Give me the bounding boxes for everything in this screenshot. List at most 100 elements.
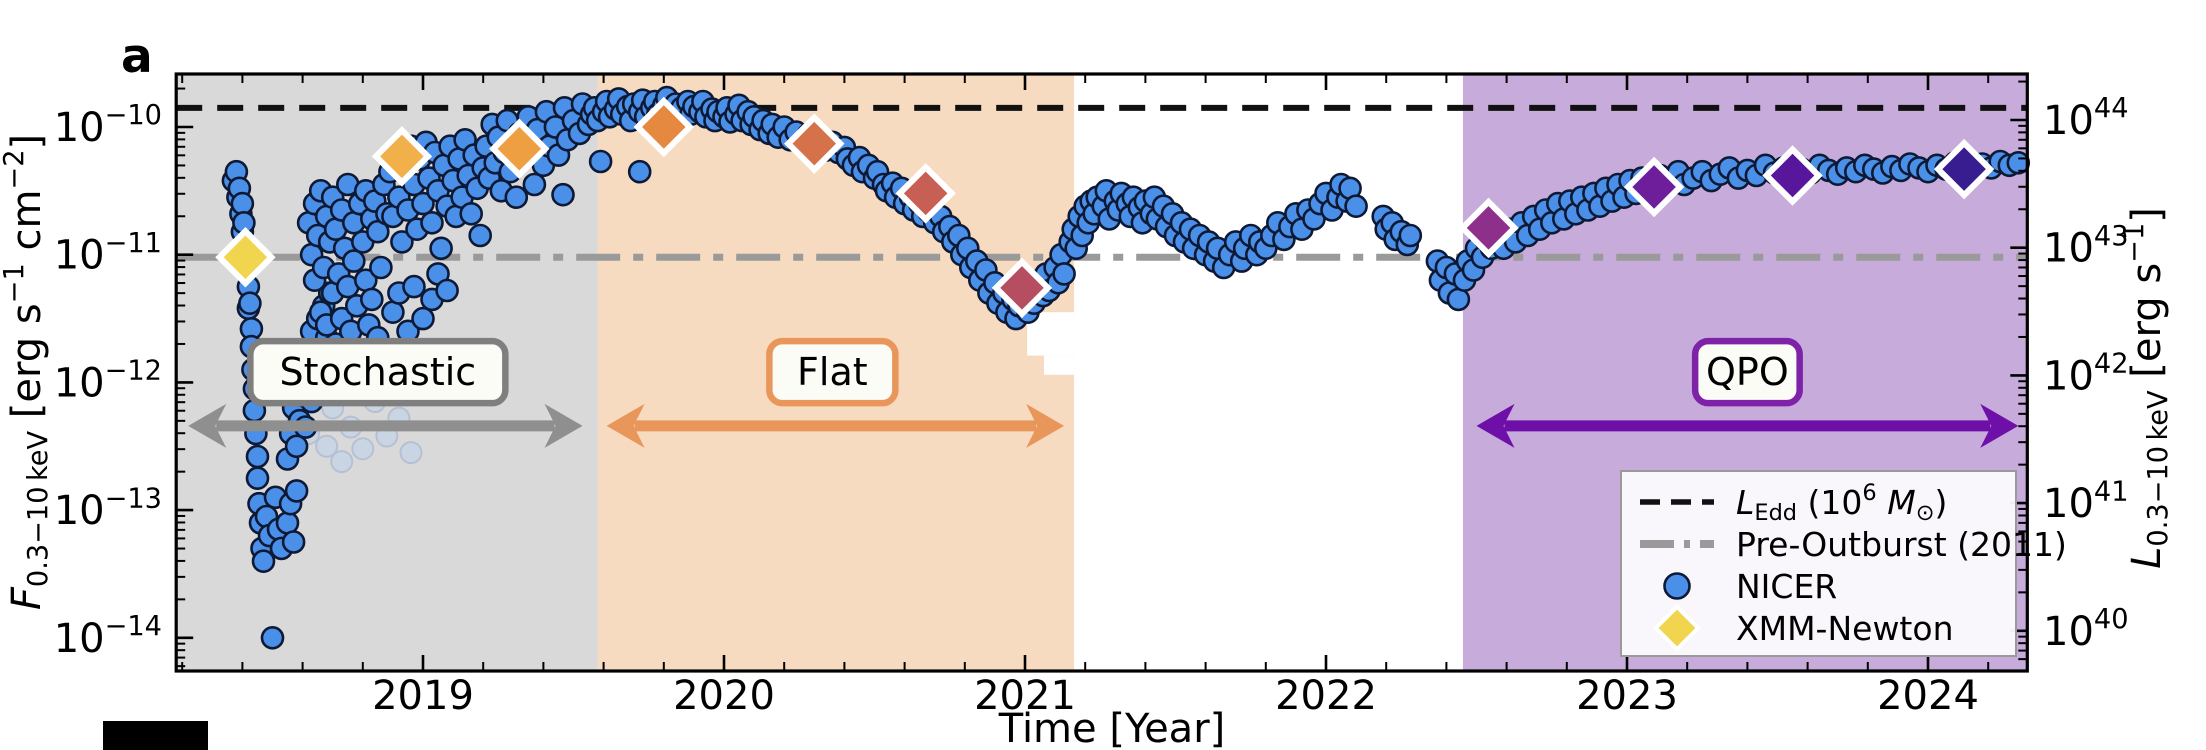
nicer-point xyxy=(275,511,300,535)
nicer-point xyxy=(390,230,414,254)
nicer-point xyxy=(260,625,285,650)
legend-label: XMM-Newton xyxy=(1736,609,1953,648)
y-right-tick-label: 1040 xyxy=(2043,604,2129,655)
xmm-point xyxy=(991,257,1053,319)
legend-item-1: LEdd (106 M⊙) xyxy=(1640,480,1947,526)
nicer-point xyxy=(1052,262,1076,286)
nicer-point xyxy=(411,306,435,331)
y-right-tick-label: 1041 xyxy=(2043,476,2129,527)
nicer-point xyxy=(369,255,393,280)
nicer-point xyxy=(1398,223,1423,248)
flat-arrow-head-right xyxy=(1026,403,1065,448)
nicer-faint-point xyxy=(315,434,339,458)
nicer-point xyxy=(411,191,435,216)
nicer-point xyxy=(551,182,575,207)
xmm-points xyxy=(215,96,1995,319)
qpo-label-box xyxy=(1691,337,1803,407)
y-left-tick-label: 10−14 xyxy=(54,611,162,662)
nicer-faint-point xyxy=(351,437,375,461)
nicer-point xyxy=(468,223,493,248)
y-right-tick-label: 1043 xyxy=(2043,221,2129,272)
qpo-arrow xyxy=(1476,403,2019,448)
nicer-point xyxy=(284,479,309,503)
nicer-point xyxy=(281,530,306,554)
x-tick-label: 2024 xyxy=(1877,673,1979,719)
xmm-point xyxy=(215,227,276,288)
nicer-faint-point xyxy=(399,441,423,465)
legend-diamond-sample xyxy=(1652,603,1702,653)
nicer-points xyxy=(221,85,2031,650)
xmm-point xyxy=(1458,197,1519,259)
axes: 2019 2020 2021 2022 2023 2024 10−10 10−11 10−12 1… xyxy=(0,72,2174,750)
nicer-point xyxy=(429,236,453,261)
y-left-tick-label: 10−13 xyxy=(54,483,162,534)
xmm-point xyxy=(895,163,956,224)
y-left-tick-label: 10−11 xyxy=(54,228,162,279)
legend-item-2: Pre-Outburst (2011) xyxy=(1640,525,2067,564)
nicer-point xyxy=(402,274,426,299)
flat-label-box xyxy=(766,337,899,407)
nicer-faint-point xyxy=(330,450,354,474)
nicer-point xyxy=(1344,194,1368,218)
xmm-point xyxy=(1623,156,1685,218)
nicer-point xyxy=(627,159,652,184)
nicer-point xyxy=(238,291,262,316)
x-tick-label: 2020 xyxy=(673,673,775,719)
white-notch-2 xyxy=(1043,355,1075,375)
nicer-point xyxy=(359,287,384,312)
legend-label: NICER xyxy=(1736,567,1837,606)
plot-frame xyxy=(174,72,2029,673)
reference-lines xyxy=(176,104,2028,261)
flat-arrow-head-left xyxy=(606,403,645,448)
black-redaction-box xyxy=(103,721,208,750)
stochastic-arrow-head-right xyxy=(544,403,583,448)
legend-label: Pre-Outburst (2011) xyxy=(1736,525,2067,564)
nicer-point xyxy=(230,191,255,216)
y-left-tick-label: 10−12 xyxy=(54,356,162,407)
nicer-point xyxy=(245,444,270,469)
y-axis-title-right: L0.3−10 keV [erg s−1] xyxy=(2119,207,2174,569)
nicer-point xyxy=(245,466,270,491)
nicer-point xyxy=(251,549,276,574)
x-tick-label: 2023 xyxy=(1576,673,1678,719)
legend-circle-sample xyxy=(1663,572,1691,600)
qpo-arrow-head-left xyxy=(1476,403,1515,448)
legend-label: LEdd (106 M⊙) xyxy=(1736,480,1947,526)
y-right-tick-label: 1044 xyxy=(2043,93,2129,144)
y-left-tick-label: 10−10 xyxy=(54,100,162,151)
xmm-point xyxy=(371,126,433,187)
stochastic-arrow xyxy=(188,403,583,448)
nicer-point xyxy=(504,185,529,209)
flat-label: Flat xyxy=(797,350,868,394)
flat-arrow xyxy=(606,403,1065,448)
qpo-arrow-head-right xyxy=(1980,403,2019,448)
x-tick-label: 2022 xyxy=(1275,673,1377,719)
nicer-point xyxy=(1446,287,1471,312)
stochastic-label-box xyxy=(247,337,509,407)
panel-label: a xyxy=(121,29,153,84)
xmm-point xyxy=(489,118,550,179)
xmm-point xyxy=(784,113,845,174)
xmm-point xyxy=(1762,145,1823,206)
stochastic-label: Stochastic xyxy=(280,350,477,394)
stochastic-arrow-head-left xyxy=(188,403,227,448)
legend-item-4: XMM-Newton xyxy=(1652,603,1953,653)
legend: LEdd (106 M⊙)Pre-Outburst (2011)NICERXMM… xyxy=(1620,470,2067,657)
nicer-point xyxy=(459,202,484,226)
xmm-point xyxy=(1933,138,1995,200)
x-axis-title: Time [Year] xyxy=(998,706,1226,750)
nicer-point xyxy=(341,249,366,273)
nicer-point xyxy=(420,211,444,235)
y-right-tick-label: 1042 xyxy=(2043,349,2129,400)
qpo-label: QPO xyxy=(1706,350,1789,394)
nicer-point xyxy=(588,149,613,174)
y-axis-title-left: F0.3−10 keV [erg s−1 cm−2] xyxy=(0,134,54,610)
legend-item-3: NICER xyxy=(1663,567,1837,606)
x-tick-label: 2019 xyxy=(372,673,474,719)
nicer-point xyxy=(381,300,405,325)
phase-annotations: Stochastic Flat QPO xyxy=(188,337,2019,448)
nicer-point xyxy=(522,172,547,197)
nicer-point xyxy=(284,434,309,459)
